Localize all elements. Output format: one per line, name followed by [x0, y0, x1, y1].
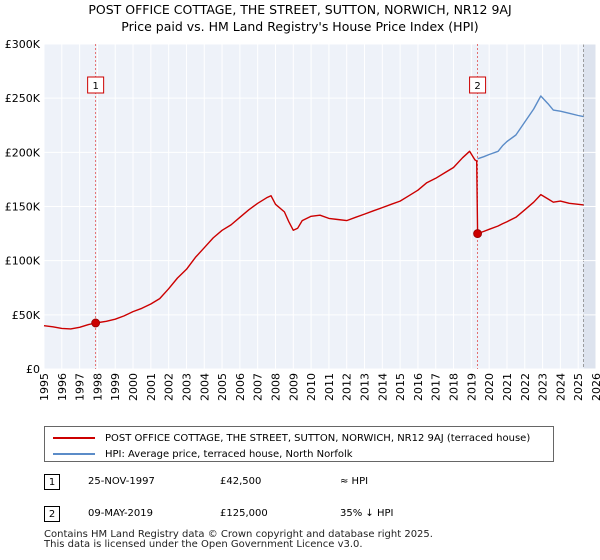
x-tick-label: 2026	[590, 373, 600, 401]
x-tick-label: 2015	[394, 373, 407, 401]
x-tick-label: 2017	[430, 373, 443, 401]
x-tick-label: 2009	[287, 373, 300, 401]
y-tick-label: £150K	[5, 201, 41, 214]
x-tick-label: 2021	[501, 373, 514, 401]
y-tick-label: £0	[26, 363, 40, 376]
x-tick-label: 1998	[91, 373, 104, 401]
sale-marker-2: 2	[44, 506, 60, 522]
footer-copyright: Contains HM Land Registry data © Crown c…	[44, 529, 433, 540]
sale-box-label-1: 1	[92, 81, 98, 92]
sale-hpi-1: ≈ HPI	[340, 476, 369, 487]
y-tick-label: £50K	[12, 309, 41, 322]
sale-price-2: £125,000	[220, 508, 268, 519]
footer: Contains HM Land Registry data © Crown c…	[44, 530, 433, 550]
x-tick-label: 2001	[145, 373, 158, 401]
x-tick-label: 2024	[554, 373, 567, 401]
y-tick-label: £250K	[5, 92, 41, 105]
x-tick-label: 2020	[483, 373, 496, 401]
sale-marker-1: 1	[44, 474, 60, 490]
y-tick-label: £100K	[5, 255, 41, 268]
sale-box-label-2: 2	[474, 81, 480, 92]
x-tick-label: 1996	[56, 373, 69, 401]
x-tick-label: 2000	[127, 373, 140, 401]
sale-date-1: 25-NOV-1997	[88, 476, 155, 487]
sale-date-2: 09-MAY-2019	[88, 508, 154, 519]
legend-label-property: POST OFFICE COTTAGE, THE STREET, SUTTON,…	[105, 432, 531, 444]
sale-box-1	[87, 76, 105, 94]
legend: POST OFFICE COTTAGE, THE STREET, SUTTON,…	[44, 426, 554, 462]
legend-swatch-property	[53, 437, 95, 439]
x-tick-label: 2013	[359, 373, 372, 401]
sale-point-2	[473, 229, 482, 238]
sale-row-1: 1 25-NOV-1997 £42,500 ≈ HPI	[44, 474, 564, 494]
x-tick-label: 2018	[448, 373, 461, 401]
x-tick-label: 2006	[234, 373, 247, 401]
sale-price-1: £42,500	[220, 476, 262, 487]
x-tick-label: 2023	[537, 373, 550, 401]
legend-item-property: POST OFFICE COTTAGE, THE STREET, SUTTON,…	[53, 430, 530, 446]
x-tick-label: 2012	[341, 373, 354, 401]
sale-hpi-2: 35% ↓ HPI	[340, 508, 394, 519]
property-price-line	[43, 150, 584, 330]
x-tick-label: 2025	[572, 373, 585, 401]
x-tick-label: 2004	[198, 373, 211, 401]
y-tick-label: £300K	[5, 38, 41, 51]
chart-subtitle: Price paid vs. HM Land Registry's House …	[121, 19, 479, 34]
x-tick-label: 2014	[376, 373, 389, 401]
x-tick-label: 2022	[519, 373, 532, 401]
footer-licence: This data is licensed under the Open Gov…	[44, 539, 363, 550]
x-tick-label: 1999	[109, 373, 122, 401]
x-tick-label: 2007	[252, 373, 265, 401]
x-tick-label: 2002	[163, 373, 176, 401]
x-tick-label: 2005	[216, 373, 229, 401]
x-tick-label: 2011	[323, 373, 336, 401]
y-tick-label: £200K	[5, 146, 41, 159]
x-tick-label: 1995	[38, 373, 51, 401]
legend-item-hpi: HPI: Average price, terraced house, Nort…	[53, 446, 353, 462]
sale-box-2	[469, 76, 487, 94]
sale-point-1	[91, 318, 101, 328]
x-tick-label: 2010	[305, 373, 318, 401]
hpi-line	[477, 95, 584, 160]
x-tick-label: 2003	[180, 373, 193, 401]
x-tick-label: 1997	[74, 373, 87, 401]
x-tick-label: 2008	[269, 373, 282, 401]
price-chart: £0 £50K £100K £150K £200K £250K £300K 1995 1996 1…	[5, 38, 600, 401]
x-tick-label: 2019	[465, 373, 478, 401]
legend-label-hpi: HPI: Average price, terraced house, Nort…	[105, 448, 353, 460]
sale-row-2: 2 09-MAY-2019 £125,000 35% ↓ HPI	[44, 506, 564, 526]
legend-swatch-hpi	[53, 453, 95, 455]
chart-title: POST OFFICE COTTAGE, THE STREET, SUTTON,…	[88, 2, 512, 17]
x-tick-label: 2016	[412, 373, 425, 401]
